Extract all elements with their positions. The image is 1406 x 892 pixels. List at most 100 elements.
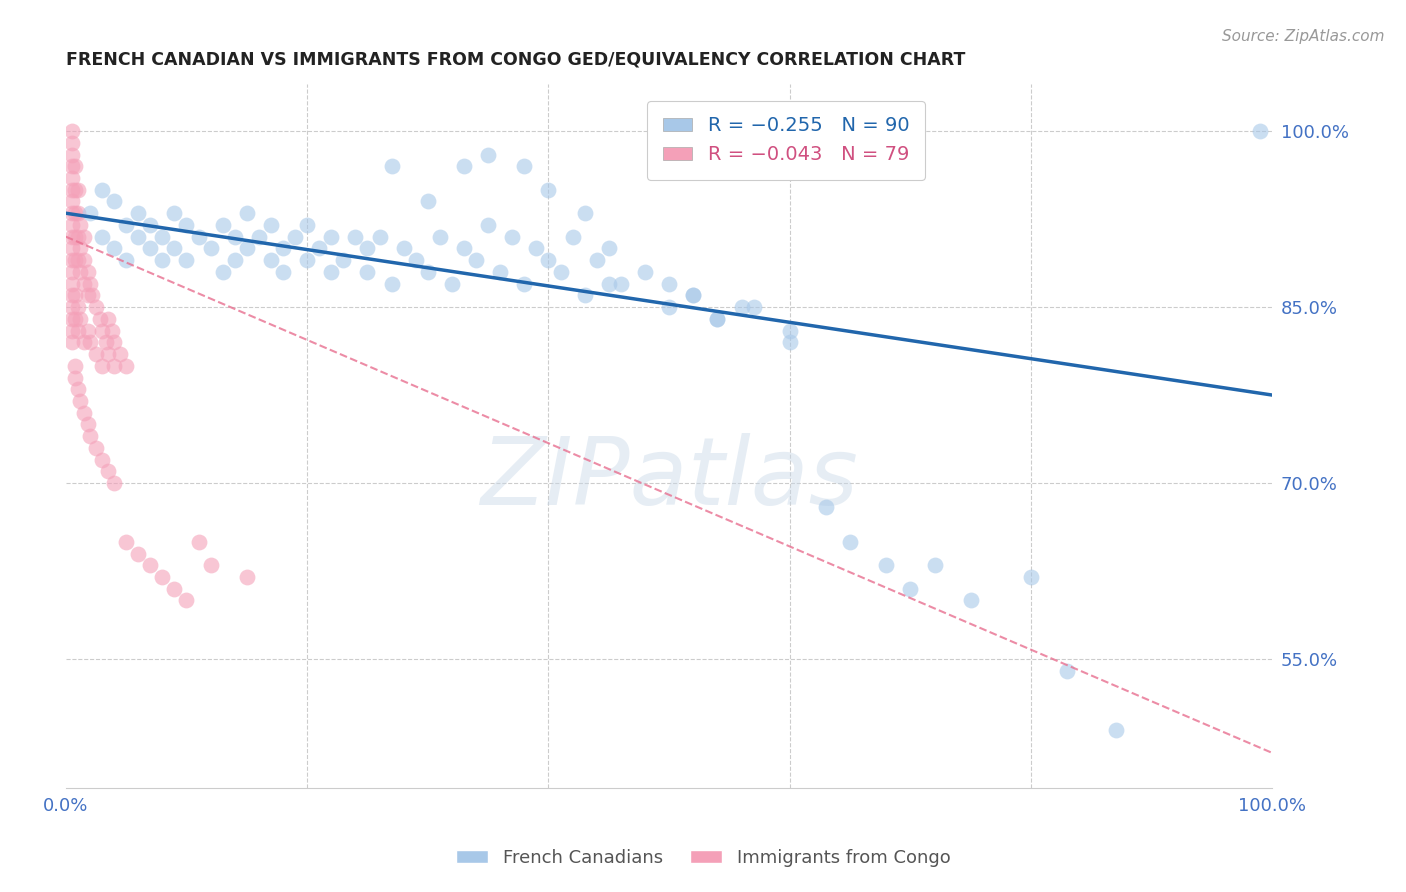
Point xyxy=(416,265,439,279)
Point xyxy=(60,277,83,291)
Point xyxy=(91,452,114,467)
Point xyxy=(69,218,91,232)
Point xyxy=(900,582,922,596)
Point xyxy=(65,229,87,244)
Point xyxy=(127,547,149,561)
Point xyxy=(60,241,83,255)
Point xyxy=(477,147,499,161)
Text: FRENCH CANADIAN VS IMMIGRANTS FROM CONGO GED/EQUIVALENCY CORRELATION CHART: FRENCH CANADIAN VS IMMIGRANTS FROM CONGO… xyxy=(66,51,965,69)
Point xyxy=(60,311,83,326)
Point xyxy=(634,265,657,279)
Point xyxy=(295,253,318,268)
Point xyxy=(224,229,246,244)
Point xyxy=(200,241,222,255)
Point xyxy=(321,229,343,244)
Point xyxy=(91,229,114,244)
Point xyxy=(526,241,548,255)
Point xyxy=(60,159,83,173)
Point xyxy=(73,229,96,244)
Point xyxy=(176,253,198,268)
Point xyxy=(94,335,117,350)
Point xyxy=(60,288,83,302)
Point xyxy=(79,335,101,350)
Point xyxy=(79,277,101,291)
Point xyxy=(66,183,89,197)
Text: Source: ZipAtlas.com: Source: ZipAtlas.com xyxy=(1222,29,1385,44)
Point xyxy=(308,241,330,255)
Point xyxy=(501,229,523,244)
Point xyxy=(1056,664,1078,678)
Point xyxy=(779,335,801,350)
Point xyxy=(176,593,198,607)
Point xyxy=(187,534,209,549)
Point xyxy=(103,359,125,373)
Point xyxy=(139,241,162,255)
Point xyxy=(150,229,173,244)
Point xyxy=(537,253,560,268)
Point xyxy=(82,288,104,302)
Point xyxy=(76,417,98,432)
Point xyxy=(150,253,173,268)
Point xyxy=(69,311,91,326)
Point xyxy=(91,324,114,338)
Point xyxy=(260,218,283,232)
Point xyxy=(79,429,101,443)
Point xyxy=(211,265,233,279)
Point xyxy=(550,265,572,279)
Point xyxy=(127,206,149,220)
Point xyxy=(416,194,439,209)
Point xyxy=(574,206,596,220)
Point xyxy=(60,171,83,186)
Point xyxy=(65,206,87,220)
Point xyxy=(477,218,499,232)
Point xyxy=(1104,723,1126,737)
Point xyxy=(574,288,596,302)
Legend: French Canadians, Immigrants from Congo: French Canadians, Immigrants from Congo xyxy=(449,842,957,874)
Point xyxy=(247,229,270,244)
Point xyxy=(682,288,704,302)
Point xyxy=(236,570,259,584)
Point xyxy=(60,124,83,138)
Point xyxy=(429,229,451,244)
Point xyxy=(66,253,89,268)
Point xyxy=(66,382,89,396)
Point xyxy=(115,359,138,373)
Point xyxy=(103,476,125,491)
Point xyxy=(69,394,91,409)
Point xyxy=(76,265,98,279)
Point xyxy=(73,335,96,350)
Point xyxy=(453,241,475,255)
Point xyxy=(73,253,96,268)
Point xyxy=(103,194,125,209)
Point xyxy=(103,335,125,350)
Text: ZIPatlas: ZIPatlas xyxy=(481,433,858,524)
Point xyxy=(91,359,114,373)
Point xyxy=(513,277,536,291)
Point xyxy=(839,534,862,549)
Point xyxy=(163,206,186,220)
Point xyxy=(236,206,259,220)
Point xyxy=(60,206,83,220)
Point xyxy=(60,335,83,350)
Point xyxy=(65,359,87,373)
Point xyxy=(60,229,83,244)
Point xyxy=(66,206,89,220)
Point xyxy=(924,558,946,573)
Point xyxy=(97,464,120,478)
Point xyxy=(224,253,246,268)
Point xyxy=(658,300,681,314)
Point xyxy=(344,229,367,244)
Point xyxy=(381,277,404,291)
Point xyxy=(60,136,83,150)
Point xyxy=(115,218,138,232)
Point xyxy=(60,300,83,314)
Point xyxy=(332,253,354,268)
Point xyxy=(139,218,162,232)
Point xyxy=(598,277,620,291)
Point xyxy=(76,324,98,338)
Point xyxy=(84,441,107,455)
Point xyxy=(60,324,83,338)
Point xyxy=(176,218,198,232)
Point xyxy=(368,229,391,244)
Point xyxy=(66,300,89,314)
